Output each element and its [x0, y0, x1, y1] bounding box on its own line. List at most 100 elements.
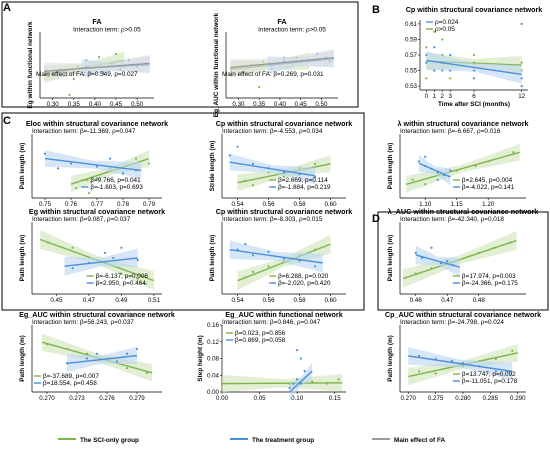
data-point-blue — [296, 349, 299, 352]
x-tick-label: 0.60 — [324, 297, 337, 304]
x-tick-label: 0.285 — [483, 395, 499, 402]
chart-title: Cp within structural covariance network — [216, 207, 353, 216]
data-point-blue — [112, 256, 115, 260]
x-tick-label: 0.10 — [291, 395, 304, 402]
legend-entry: β=9.766, p=0.041 — [90, 177, 141, 184]
legend-entry: β=2.950, p=0.464 — [96, 280, 147, 287]
data-point-blue — [425, 53, 428, 57]
fit-line-blue — [64, 257, 138, 267]
chart-c4: Eg within structural covariance network 0… — [19, 207, 165, 304]
data-point-blue — [298, 173, 301, 176]
interaction-term: Interaction term: β=-42.340, ρ=0.018 — [400, 216, 504, 223]
data-point-green — [85, 352, 89, 355]
x-tick-label: 0.35 — [253, 101, 266, 108]
data-point-green — [449, 77, 452, 80]
data-point-green — [433, 30, 436, 33]
x-tick-label: 0.30 — [47, 101, 60, 108]
data-point-green — [313, 248, 317, 251]
fit-line-green — [221, 382, 343, 385]
data-point-blue — [452, 264, 455, 267]
data-point-blue — [424, 164, 427, 168]
data-point-green — [430, 267, 433, 270]
y-tick-label: 0.59 — [405, 36, 418, 43]
legend-entry: β=-11.051, p=0.178 — [462, 378, 518, 385]
data-point-green — [45, 343, 49, 346]
x-tick-label: 0.49 — [115, 297, 128, 304]
chart-title: Eg within structural covariance network — [29, 207, 165, 216]
legend-entry: β=-37.689, p=0.007 — [43, 373, 99, 380]
data-point-green — [72, 78, 75, 81]
fit-line-blue — [408, 355, 513, 373]
data-point-green — [144, 282, 147, 285]
data-point-green — [418, 370, 421, 373]
data-point-green — [511, 349, 514, 352]
fit-line-blue — [44, 157, 142, 172]
data-point-blue — [298, 259, 301, 262]
legend-entry: β=-6.137, p=0.006 — [96, 273, 149, 280]
interaction-term: Interaction term: β=9.087, ρ=0.037 — [32, 216, 131, 223]
chart-title: Eg_AUC within functional network — [225, 310, 342, 319]
data-point-blue — [104, 251, 107, 254]
x-tick-label: 0.00 — [216, 395, 229, 402]
x-tick-label: 0.270 — [400, 395, 416, 402]
x-tick-label: 0.47 — [83, 297, 96, 304]
legend-entry: β=0.869, p=0.058 — [235, 337, 286, 344]
interaction-term: Interaction term: β=56.243, ρ=0.037 — [32, 319, 134, 326]
data-point-blue — [95, 352, 99, 355]
data-point-blue — [85, 357, 89, 360]
data-point-blue — [267, 250, 270, 254]
x-tick-label: 0.54 — [231, 201, 244, 208]
data-point-green — [244, 276, 247, 279]
x-tick-label: 0.58 — [293, 297, 306, 304]
interaction-term: Interaction term: β=0.846, ρ=0.047 — [222, 319, 321, 326]
data-point-green — [425, 46, 428, 49]
data-point-blue — [228, 154, 231, 157]
x-tick-label: 0.75 — [39, 201, 52, 208]
data-point-green — [258, 85, 261, 89]
chart-title: Cp within structural covariance network — [406, 5, 543, 14]
x-tick-label: 0.50 — [315, 101, 328, 108]
x-tick-label: 0.273 — [69, 395, 85, 402]
y-tick-label: 0.55 — [405, 68, 418, 75]
chart-a1: FA 0.30 0.35 0.40 0.45 0.50 Eg within function… — [27, 17, 154, 108]
data-point-green — [441, 38, 444, 41]
y-axis-label: Path length (m) — [387, 143, 394, 190]
data-point-blue — [108, 157, 112, 160]
data-point-blue — [461, 362, 465, 365]
data-point-blue — [299, 357, 303, 360]
fit-line-blue — [289, 370, 313, 393]
legend-entry: β=13.747, p=0.092 — [462, 371, 516, 378]
data-point-blue — [449, 169, 452, 172]
data-point-blue — [43, 152, 47, 155]
y-tick-label: 0.16 — [207, 322, 220, 329]
legend-entry: β=17.974, p=0.003 — [462, 273, 516, 280]
data-point-green — [136, 277, 139, 280]
chart-a2: FA 0.30 0.35 0.40 0.45 0.50 Eg_AUC within func… — [213, 12, 338, 117]
panel-letter-a: A — [3, 2, 11, 14]
interaction-term: Interaction term: β=-24.798, ρ=0.024 — [400, 319, 504, 326]
data-point-green — [434, 372, 437, 375]
panel-letter-d: D — [372, 213, 380, 225]
data-point-blue — [446, 259, 449, 263]
data-point-blue — [430, 246, 433, 249]
x-tick-label: 0.270 — [39, 395, 55, 402]
data-point-blue — [420, 256, 424, 260]
x-tick-label: 0.280 — [455, 395, 471, 402]
data-point-green — [88, 191, 91, 195]
x-tick-label: 0.35 — [68, 101, 81, 108]
data-point-blue — [472, 69, 476, 72]
chart-d1: λ_AUC within structural covariance netwo… — [387, 207, 538, 304]
data-point-blue — [115, 360, 119, 363]
figure-legend: The SCI-only group The treatment group Mai… — [58, 437, 446, 444]
x-tick-label: 0.47 — [441, 297, 454, 304]
legend-label: The treatment group — [252, 437, 314, 444]
x-tick-label: 0.56 — [262, 297, 275, 304]
data-point-green — [424, 183, 427, 186]
y-axis-label: Path length (m) — [19, 335, 26, 382]
data-point-blue — [125, 352, 129, 355]
x-tick-label: 0.79 — [143, 201, 156, 208]
data-point-blue — [418, 354, 421, 358]
x-tick-label: 0 — [425, 93, 429, 100]
y-tick-label: 0.08 — [207, 356, 220, 363]
x-tick-label: 0.279 — [129, 395, 145, 402]
